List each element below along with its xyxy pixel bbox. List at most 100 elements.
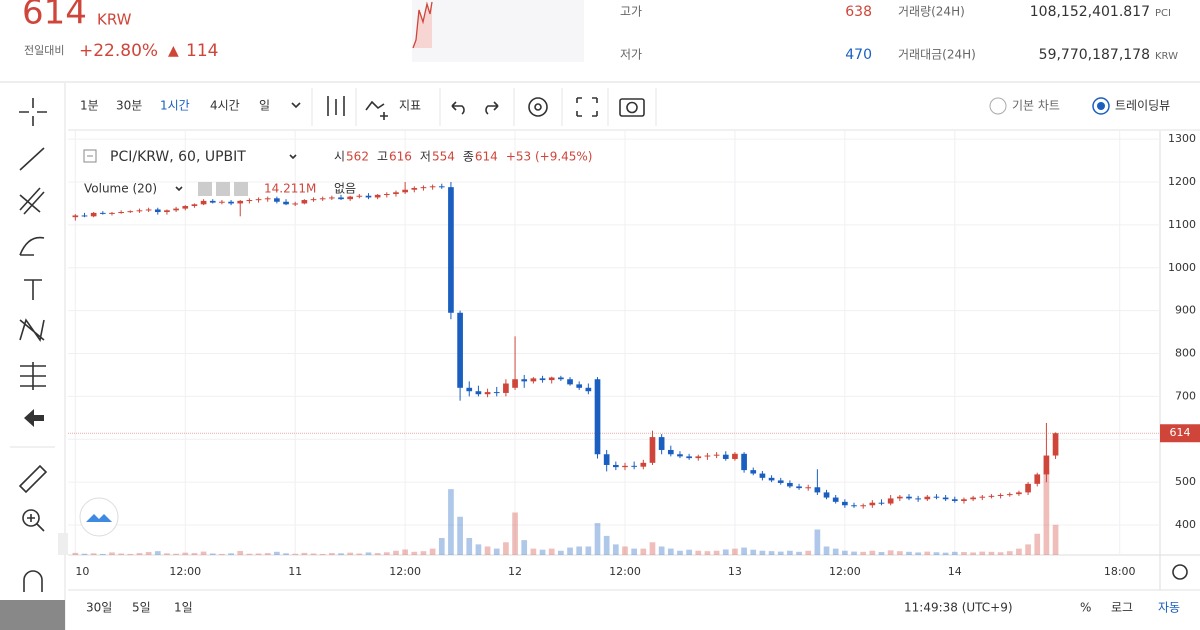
candle-body [878, 502, 885, 504]
text-tool[interactable] [24, 279, 42, 300]
candle-body [81, 215, 88, 217]
volume-bar [686, 549, 692, 555]
symbol-dropdown[interactable] [289, 154, 297, 160]
volume-bar [81, 553, 88, 555]
interval-button[interactable]: 1시간 [160, 99, 190, 113]
candle-body [475, 391, 482, 395]
screenshot-button[interactable] [619, 98, 645, 117]
volume-bar [548, 548, 555, 555]
range-button[interactable]: 1일 [174, 601, 193, 615]
basic-chart-label[interactable]: 기본 차트 [1012, 99, 1060, 113]
ohlc-caption: 시 [334, 150, 345, 164]
panel-toggle[interactable] [58, 533, 68, 555]
volume-bar [860, 551, 867, 555]
candle-style-button[interactable] [327, 96, 345, 116]
undo-button[interactable] [451, 101, 465, 115]
indicator-icon[interactable] [365, 100, 388, 120]
volume-bar [90, 553, 97, 555]
y-tick-label: 1000 [1168, 261, 1196, 274]
volume-bar [72, 552, 79, 555]
volume-bar [402, 549, 408, 555]
interval-button[interactable]: 일 [259, 99, 270, 113]
volume-bar [237, 550, 244, 555]
candle-body [924, 496, 931, 500]
volume-settings-button[interactable] [216, 182, 230, 196]
volume-bar [219, 553, 225, 555]
volume-close-button[interactable] [234, 182, 248, 196]
basic-chart-radio[interactable] [989, 97, 1007, 115]
volume-bar [246, 553, 253, 555]
interval-button[interactable]: 4시간 [210, 99, 240, 113]
volume-dropdown[interactable] [175, 186, 183, 192]
volume-none: 없음 [334, 182, 356, 196]
volume-bar [603, 535, 610, 555]
candle-body [530, 378, 537, 382]
low-value: 470 [845, 47, 872, 63]
lock-tool[interactable] [0, 600, 65, 630]
candle-body [622, 465, 628, 468]
volume-bar [182, 552, 189, 555]
fullscreen-button[interactable] [576, 97, 598, 117]
tool-icons[interactable] [0, 98, 65, 630]
volume-bar [658, 546, 665, 555]
volume-bar [823, 546, 830, 555]
volume-eye-button[interactable] [198, 182, 212, 196]
line-tool[interactable] [19, 147, 45, 171]
range-button[interactable]: 5일 [132, 601, 151, 615]
volume-bar [374, 553, 381, 555]
candle-body [420, 187, 427, 189]
interval-dropdown[interactable] [291, 102, 301, 109]
candle-body [402, 189, 408, 193]
collapse-button[interactable] [83, 149, 97, 163]
volume-bar [1052, 524, 1059, 555]
interval-button[interactable]: 30분 [116, 99, 142, 113]
volume-bar [411, 551, 418, 555]
candle-body [109, 212, 115, 214]
settings-center [534, 103, 542, 111]
ohlc-caption: 종 [463, 150, 474, 164]
crosshair-tool[interactable] [19, 98, 47, 126]
brush-tool[interactable] [19, 236, 45, 256]
ohlc-value: 614 [475, 150, 498, 164]
candle-body [466, 387, 473, 392]
volume-bar [99, 553, 106, 555]
candle-body [997, 494, 1004, 496]
volume-bar [191, 553, 198, 555]
currency: KRW [97, 11, 132, 29]
volume-bar [429, 548, 436, 555]
settings-button[interactable] [528, 97, 548, 117]
auto-toggle[interactable]: 자동 [1158, 601, 1180, 615]
redo-button[interactable] [485, 101, 499, 115]
zoom-tool-detail[interactable] [27, 514, 45, 532]
back-tool[interactable] [24, 409, 44, 427]
tv-logo[interactable] [79, 497, 119, 537]
measure-tool[interactable] [20, 362, 46, 390]
interval-button[interactable]: 1분 [80, 99, 99, 113]
percent-toggle[interactable]: % [1080, 601, 1091, 615]
tv-logo-mark [86, 514, 112, 522]
volume-value-label: 14.211M [264, 182, 316, 196]
axis-settings[interactable] [1172, 564, 1188, 580]
candle-body [512, 379, 518, 388]
volume-bar [164, 553, 170, 555]
volume-bar [805, 550, 812, 555]
x-tick-label: 12 [508, 565, 522, 578]
zoom-tool[interactable] [22, 509, 40, 527]
volume-bar [420, 551, 427, 555]
tradingview-label[interactable]: 트레이딩뷰 [1115, 99, 1170, 113]
volume-bar [915, 552, 921, 555]
indicators-button[interactable]: 지표 [399, 99, 421, 113]
fib-tool[interactable] [19, 187, 45, 215]
magnet-tool[interactable] [23, 570, 43, 592]
candle-body [292, 203, 299, 205]
tradingview-radio[interactable] [1092, 97, 1110, 115]
volume-bar [503, 542, 509, 555]
mini-chart [412, 0, 584, 62]
candle-body [832, 497, 839, 502]
ruler-tool[interactable] [18, 464, 48, 494]
log-toggle[interactable]: 로그 [1111, 601, 1133, 615]
candle-body [191, 204, 198, 207]
volume-bar [154, 551, 161, 555]
range-button[interactable]: 30일 [86, 601, 112, 615]
pattern-tool[interactable] [19, 318, 45, 342]
